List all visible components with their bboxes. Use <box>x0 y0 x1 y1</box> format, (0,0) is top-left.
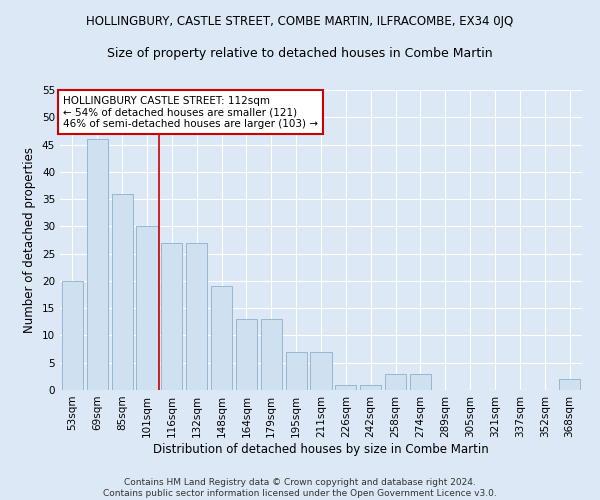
Text: Size of property relative to detached houses in Combe Martin: Size of property relative to detached ho… <box>107 48 493 60</box>
Bar <box>410 374 431 390</box>
Text: Contains HM Land Registry data © Crown copyright and database right 2024.
Contai: Contains HM Land Registry data © Crown c… <box>103 478 497 498</box>
Bar <box>360 384 381 390</box>
Text: HOLLINGBURY, CASTLE STREET, COMBE MARTIN, ILFRACOMBE, EX34 0JQ: HOLLINGBURY, CASTLE STREET, COMBE MARTIN… <box>86 15 514 28</box>
Bar <box>286 352 307 390</box>
Bar <box>161 242 182 390</box>
Bar <box>261 319 282 390</box>
X-axis label: Distribution of detached houses by size in Combe Martin: Distribution of detached houses by size … <box>153 442 489 456</box>
Text: HOLLINGBURY CASTLE STREET: 112sqm
← 54% of detached houses are smaller (121)
46%: HOLLINGBURY CASTLE STREET: 112sqm ← 54% … <box>63 96 318 129</box>
Bar <box>310 352 332 390</box>
Bar <box>87 139 108 390</box>
Bar <box>559 379 580 390</box>
Bar <box>136 226 158 390</box>
Bar <box>112 194 133 390</box>
Bar <box>236 319 257 390</box>
Bar <box>385 374 406 390</box>
Bar <box>62 281 83 390</box>
Bar <box>211 286 232 390</box>
Y-axis label: Number of detached properties: Number of detached properties <box>23 147 37 333</box>
Bar <box>186 242 207 390</box>
Bar <box>335 384 356 390</box>
